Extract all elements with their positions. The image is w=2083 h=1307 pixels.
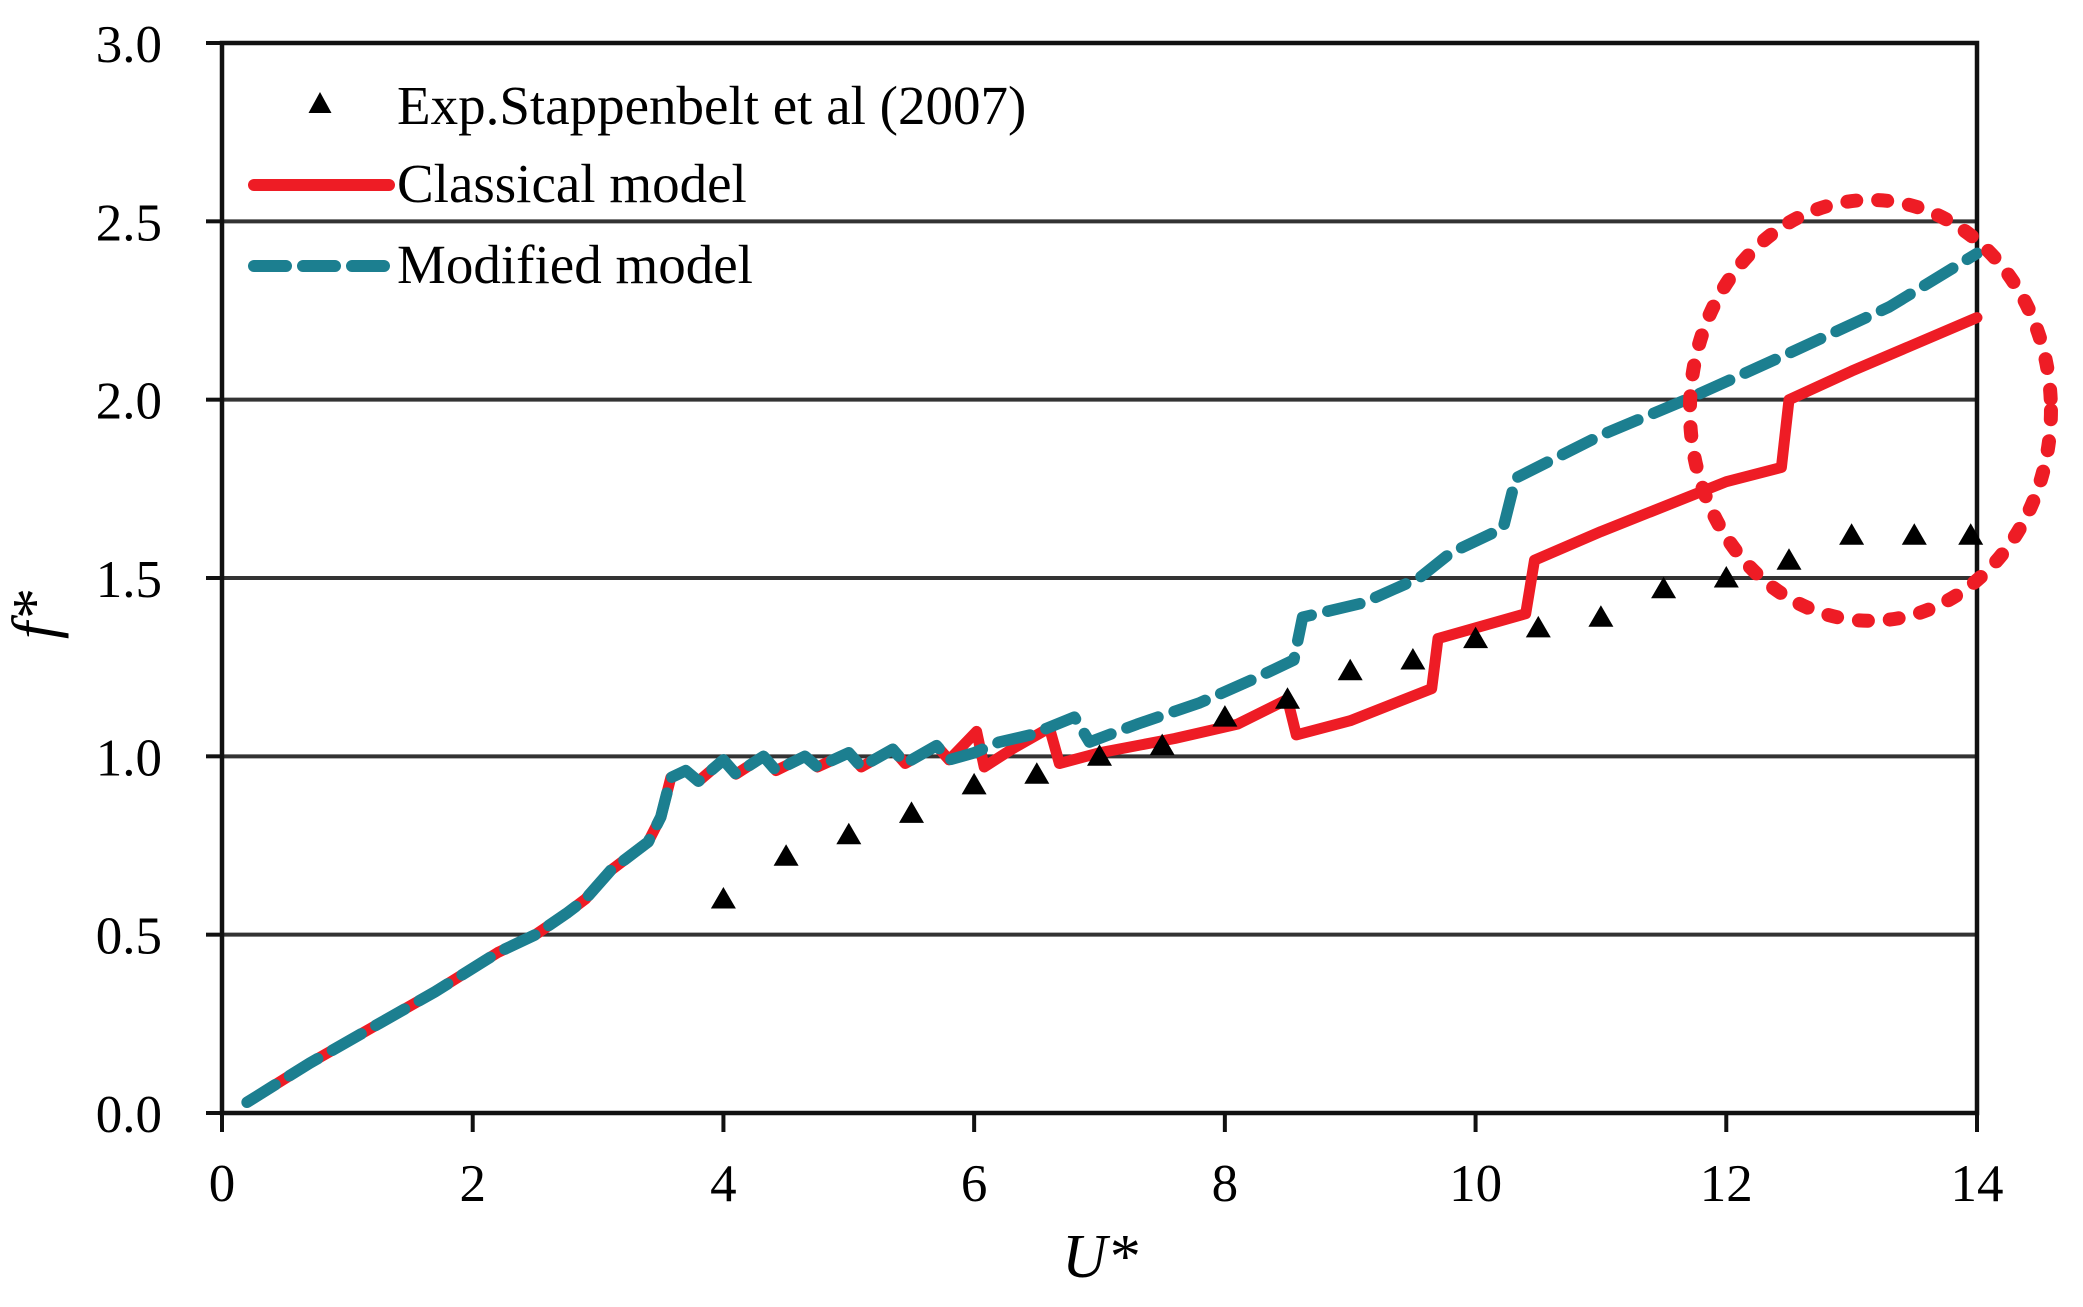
- x-tick-label-8: 8: [1212, 1155, 1239, 1213]
- y-tick-label-2: 2.0: [96, 373, 162, 431]
- experiment-point: [1588, 605, 1614, 627]
- experiment-point: [1839, 523, 1865, 545]
- x-tick-label-12: 12: [1700, 1155, 1753, 1213]
- legend-label-classical: Classical model: [397, 153, 747, 214]
- classical-model-line: [241, 312, 1983, 1108]
- experiment-point: [1958, 523, 1984, 545]
- experiment-point: [1713, 566, 1739, 588]
- x-tick-label-6: 6: [961, 1155, 988, 1213]
- annotation-layer: [1682, 192, 2058, 628]
- legend: Exp.Stappenbelt et al (2007) Classical m…: [248, 75, 1026, 295]
- x-tick-label-4: 4: [710, 1155, 737, 1213]
- legend-triangle-marker: [308, 92, 332, 113]
- legend-label-experiment: Exp.Stappenbelt et al (2007): [397, 75, 1026, 136]
- x-tick-label-10: 10: [1449, 1155, 1502, 1213]
- x-tick-label-14: 14: [1951, 1155, 2004, 1213]
- highlight-ellipse: [1682, 192, 2058, 628]
- y-tick-label-3: 3.0: [96, 16, 162, 74]
- experiment-point: [1087, 744, 1112, 766]
- y-tick-label-0.5: 0.5: [96, 908, 162, 966]
- y-axis-label: f*: [1, 591, 69, 639]
- legend-label-modified: Modified model: [397, 234, 753, 295]
- experiment-point: [1149, 733, 1175, 756]
- experiment-point: [1275, 687, 1300, 709]
- experiment-point: [899, 801, 924, 823]
- experiment-point: [1024, 762, 1050, 784]
- experiment-point: [1400, 648, 1426, 670]
- experiment-point: [1212, 705, 1238, 727]
- experiment-point: [773, 844, 799, 866]
- y-tick-label-1.5: 1.5: [96, 551, 162, 609]
- tick-label-layer: 0.0 0.5 1.0 1.5 2.0 2.5 3.0 0 2 4 6 8 10 12 14: [96, 16, 2004, 1213]
- x-axis-label: U*: [1062, 1223, 1138, 1291]
- series-layer: [241, 247, 1984, 1109]
- experiment-point: [1776, 548, 1802, 570]
- experiment-point: [836, 822, 862, 845]
- y-tick-label-2.5: 2.5: [96, 194, 162, 252]
- experiment-point: [1463, 626, 1489, 649]
- experiment-point: [1651, 576, 1677, 599]
- experiment-point: [1901, 523, 1927, 545]
- x-tick-label-0: 0: [209, 1155, 236, 1213]
- experiment-point: [1337, 658, 1363, 681]
- modified-model-line: [241, 247, 1983, 1109]
- experiment-point: [710, 887, 736, 909]
- x-tick-label-2: 2: [459, 1155, 486, 1213]
- experiment-point: [1525, 615, 1551, 638]
- y-tick-label-1: 1.0: [96, 729, 162, 787]
- y-tick-label-0: 0.0: [96, 1086, 162, 1144]
- experiment-point: [961, 772, 987, 795]
